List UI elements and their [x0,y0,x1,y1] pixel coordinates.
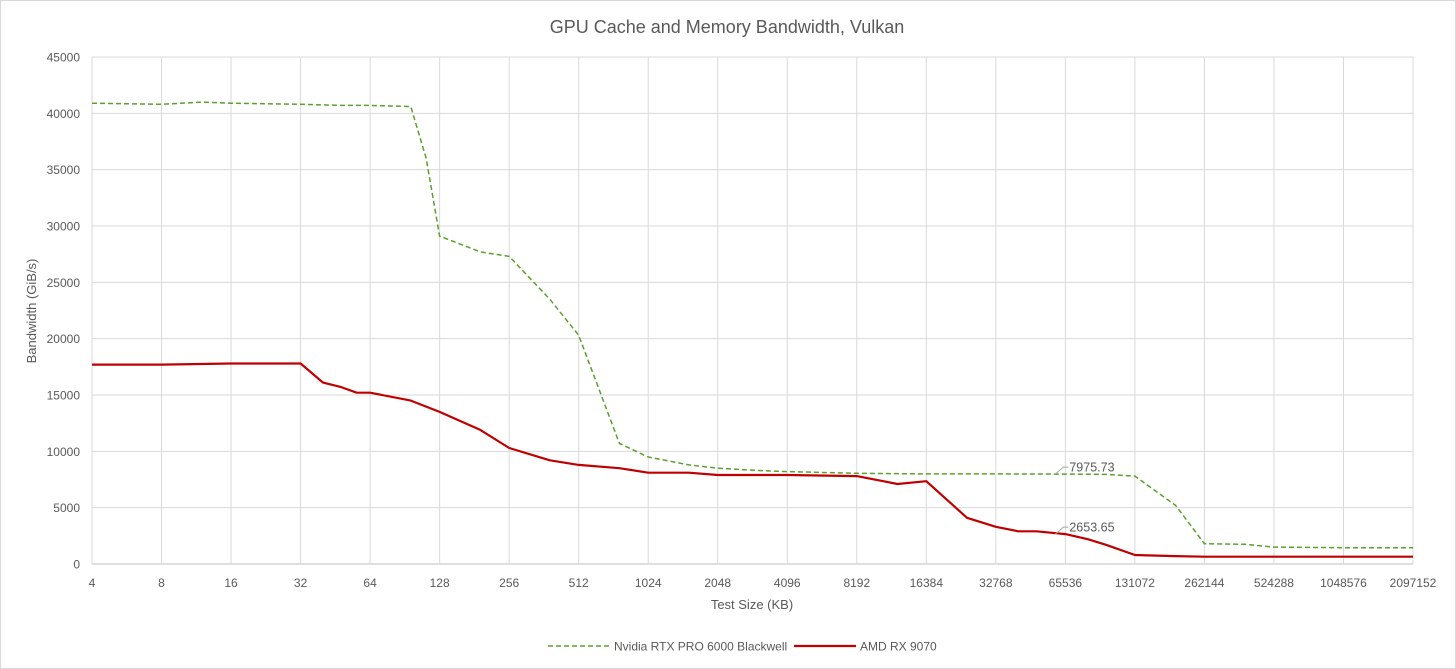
x-tick-label: 1024 [635,576,662,590]
legend-label: AMD RX 9070 [860,640,937,654]
x-tick-label: 64 [363,576,377,590]
x-tick-label: 65536 [1049,576,1083,590]
series-line-2 [92,362,1413,558]
data-label: 2653.65 [1069,521,1114,535]
y-tick-label: 5000 [53,501,80,515]
y-axis-label: Bandwidth (GiB/s) [24,259,39,364]
x-axis-ticks: 4 8 16 32 64 128 256 512 1024 2048 4096 8192 16384 32… [89,576,1437,590]
x-tick-label: 2048 [704,576,731,590]
x-tick-label: 2097152 [1390,576,1437,590]
x-tick-label: 512 [569,576,589,590]
x-tick-label: 8192 [843,576,870,590]
y-tick-label: 20000 [47,332,81,346]
x-tick-label: 32 [294,576,308,590]
x-tick-label: 4 [89,576,96,590]
x-tick-label: 262144 [1184,576,1224,590]
x-tick-label: 8 [158,576,165,590]
y-tick-label: 25000 [47,276,81,290]
x-tick-label: 1048576 [1320,576,1367,590]
data-label: 7975.73 [1069,461,1114,475]
y-tick-label: 40000 [47,107,81,121]
x-tick-label: 131072 [1115,576,1155,590]
x-tick-label: 16384 [910,576,944,590]
series-line-1 [91,101,1413,549]
series-lines [91,101,1413,558]
data-label-leader [1055,466,1069,475]
y-axis-ticks: 0 5000 10000 15000 20000 25000 30000 35000 40000… [47,51,81,572]
x-tick-label: 4096 [774,576,801,590]
x-tick-label: 128 [430,576,450,590]
y-tick-label: 10000 [47,445,81,459]
grid [91,56,1414,565]
x-axis-label: Test Size (KB) [711,597,793,612]
y-tick-label: 0 [73,558,80,572]
y-tick-label: 45000 [47,51,81,65]
legend-label: Nvidia RTX PRO 6000 Blackwell [614,640,787,654]
y-tick-label: 30000 [47,220,81,234]
x-tick-label: 524288 [1254,576,1294,590]
legend: Nvidia RTX PRO 6000 Blackwell AMD RX 9070 [548,640,937,654]
y-tick-label: 35000 [47,163,81,177]
data-label-leader [1055,526,1069,535]
chart-title: GPU Cache and Memory Bandwidth, Vulkan [550,17,905,37]
x-tick-label: 256 [499,576,519,590]
x-tick-label: 32768 [979,576,1013,590]
x-tick-label: 16 [224,576,238,590]
data-labels: 7975.73 2653.65 [1055,461,1115,535]
y-tick-label: 15000 [47,389,81,403]
